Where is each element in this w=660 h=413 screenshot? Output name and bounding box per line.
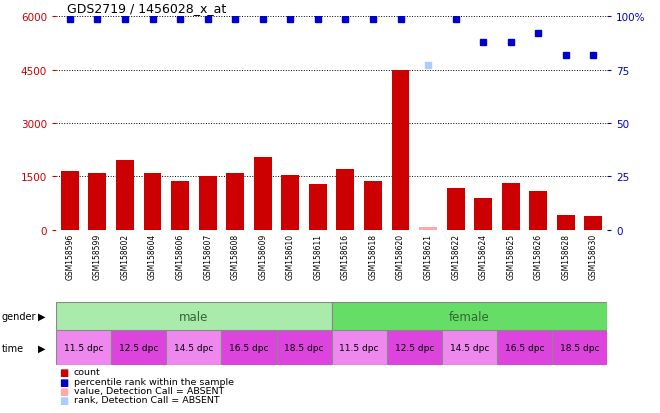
Text: 11.5 dpc: 11.5 dpc [64,344,104,352]
Text: 16.5 dpc: 16.5 dpc [505,344,544,352]
Text: GSM158602: GSM158602 [121,234,129,280]
Text: GSM158606: GSM158606 [176,234,185,280]
Bar [111,330,166,366]
Bar [557,216,575,230]
Bar [166,330,222,366]
Text: female: female [449,310,490,323]
Bar [226,173,244,230]
Text: GSM158624: GSM158624 [478,234,488,280]
Text: GSM158596: GSM158596 [65,234,75,280]
Text: 18.5 dpc: 18.5 dpc [284,344,324,352]
Text: ■: ■ [59,386,69,396]
Text: GSM158611: GSM158611 [314,234,322,280]
Text: GDS2719 / 1456028_x_at: GDS2719 / 1456028_x_at [67,2,226,15]
Bar [475,198,492,230]
Text: GSM158626: GSM158626 [534,234,543,280]
Bar [56,330,111,366]
Text: 12.5 dpc: 12.5 dpc [395,344,434,352]
Bar [552,330,607,366]
Text: GSM158616: GSM158616 [341,234,350,280]
Text: GSM158621: GSM158621 [424,234,432,280]
Bar [447,188,465,230]
Text: gender: gender [1,311,36,321]
Text: count: count [74,368,101,377]
Bar [387,330,442,366]
Bar [56,302,332,330]
Bar [277,330,332,366]
Text: 18.5 dpc: 18.5 dpc [560,344,599,352]
Text: 11.5 dpc: 11.5 dpc [339,344,379,352]
Bar [391,71,409,230]
Bar [199,176,216,230]
Text: GSM158609: GSM158609 [258,234,267,280]
Text: ■: ■ [59,377,69,387]
Text: rank, Detection Call = ABSENT: rank, Detection Call = ABSENT [74,395,220,404]
Bar [281,176,299,230]
Text: GSM158604: GSM158604 [148,234,157,280]
Bar [61,171,79,230]
Text: GSM158618: GSM158618 [368,234,378,280]
Bar [419,228,437,230]
Text: GSM158599: GSM158599 [93,234,102,280]
Bar [442,330,497,366]
Text: ■: ■ [59,395,69,405]
Bar [88,174,106,230]
Bar [222,330,277,366]
Text: ▶: ▶ [38,343,46,353]
Text: percentile rank within the sample: percentile rank within the sample [74,377,234,386]
Bar [585,216,603,230]
Text: 12.5 dpc: 12.5 dpc [119,344,158,352]
Text: GSM158630: GSM158630 [589,234,598,280]
Bar [144,173,162,230]
Bar [332,302,607,330]
Bar [116,161,134,230]
Bar [309,185,327,230]
Bar [502,183,519,230]
Text: GSM158610: GSM158610 [286,234,295,280]
Text: GSM158607: GSM158607 [203,234,212,280]
Text: GSM158628: GSM158628 [562,234,570,280]
Text: time: time [1,343,24,353]
Text: 14.5 dpc: 14.5 dpc [174,344,214,352]
Text: GSM158620: GSM158620 [396,234,405,280]
Text: ▶: ▶ [38,311,46,321]
Text: value, Detection Call = ABSENT: value, Detection Call = ABSENT [74,386,224,395]
Text: ■: ■ [59,368,69,377]
Bar [497,330,552,366]
Bar [337,170,354,230]
Bar [529,191,547,230]
Text: 14.5 dpc: 14.5 dpc [449,344,489,352]
Text: GSM158622: GSM158622 [451,234,460,280]
Bar [171,181,189,230]
Text: GSM158608: GSM158608 [231,234,240,280]
Text: 16.5 dpc: 16.5 dpc [229,344,269,352]
Bar [364,181,382,230]
Text: male: male [179,310,209,323]
Bar [332,330,387,366]
Text: GSM158625: GSM158625 [506,234,515,280]
Bar [254,157,272,230]
